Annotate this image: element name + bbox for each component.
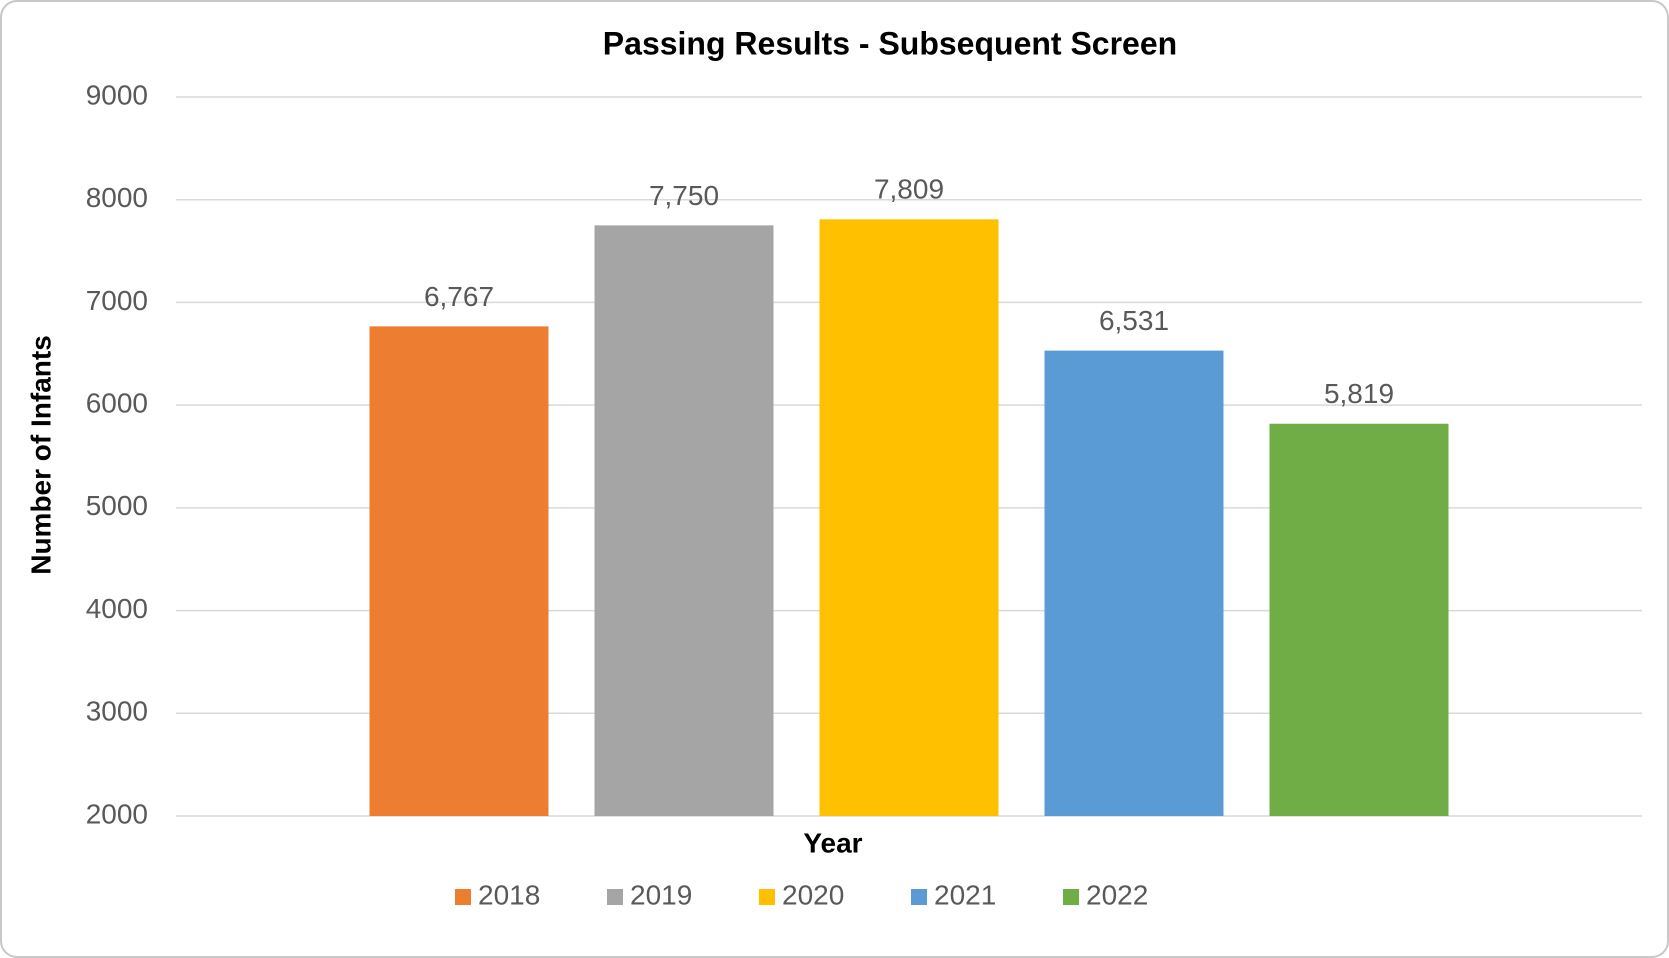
legend-label: 2020 xyxy=(782,879,844,910)
y-tick-label: 9000 xyxy=(86,79,148,110)
chart-title: Passing Results - Subsequent Screen xyxy=(603,25,1177,61)
legend-swatch xyxy=(607,889,623,905)
x-axis-title: Year xyxy=(803,827,862,858)
y-tick-label: 6000 xyxy=(86,388,148,419)
bar xyxy=(369,326,549,816)
legend-label: 2019 xyxy=(630,879,692,910)
legend-swatch xyxy=(1063,889,1079,905)
y-tick-label: 2000 xyxy=(86,798,148,829)
legend-label: 2022 xyxy=(1086,879,1148,910)
legend-swatch xyxy=(911,889,927,905)
legend-swatch xyxy=(759,889,775,905)
data-label: 5,819 xyxy=(1324,378,1394,409)
data-label: 6,767 xyxy=(424,281,494,312)
bar xyxy=(819,219,999,817)
legend-label: 2018 xyxy=(478,879,540,910)
data-label: 7,809 xyxy=(874,174,944,205)
bar xyxy=(594,225,774,817)
y-axis-title: Number of Infants xyxy=(25,335,56,575)
bar xyxy=(1044,350,1224,816)
y-tick-label: 3000 xyxy=(86,696,148,727)
legend-swatch xyxy=(455,889,471,905)
data-label: 7,750 xyxy=(649,180,719,211)
y-tick-label: 5000 xyxy=(86,490,148,521)
y-tick-label: 7000 xyxy=(86,285,148,316)
legend-label: 2021 xyxy=(934,879,996,910)
y-tick-label: 8000 xyxy=(86,182,148,213)
y-tick-label: 4000 xyxy=(86,593,148,624)
bar xyxy=(1269,423,1449,816)
data-label: 6,531 xyxy=(1099,305,1169,336)
